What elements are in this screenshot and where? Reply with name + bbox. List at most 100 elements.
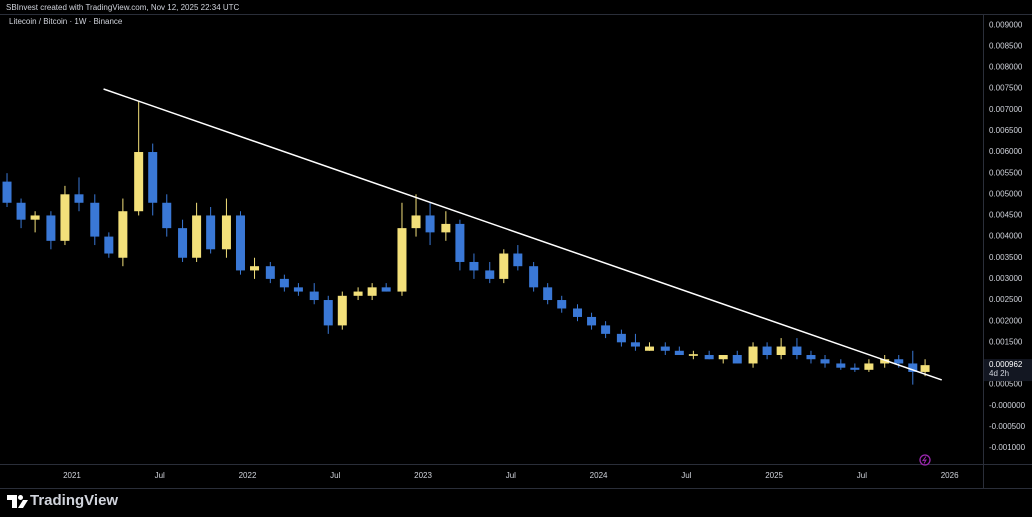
candle-body (60, 194, 70, 241)
candle-body (293, 287, 303, 292)
y-tick-label: -0.001000 (989, 443, 1026, 452)
y-tick-label: 0.007000 (989, 105, 1023, 114)
candle-body (16, 202, 26, 220)
candle-body (2, 181, 12, 203)
y-tick-label: -0.000500 (989, 422, 1026, 431)
candle-body (644, 346, 654, 351)
x-tick-label: 2021 (63, 471, 81, 480)
candle-body (908, 363, 918, 372)
candle-body (353, 291, 363, 296)
candle-body (90, 202, 100, 237)
candle-body (792, 346, 802, 356)
y-tick-label: 0.002000 (989, 316, 1023, 325)
tradingview-logo (7, 495, 28, 508)
candle-body (309, 291, 319, 301)
candle-body (74, 194, 84, 203)
candle-body (134, 152, 144, 212)
countdown: 4d 2h (989, 369, 1009, 378)
brand: TradingView (30, 492, 118, 509)
price-label: 0.000962 (989, 360, 1023, 369)
y-tick-label: 0.006000 (989, 147, 1023, 156)
candle-body (718, 355, 728, 360)
candle-body (674, 350, 684, 356)
candle-body (704, 355, 714, 360)
candle-body (557, 300, 567, 309)
candle-body (162, 202, 172, 229)
y-tick-label: -0.000000 (989, 401, 1026, 410)
candle-body (30, 215, 40, 220)
candle-body (441, 223, 451, 233)
candle-body (485, 270, 495, 279)
x-tick-label: Jul (506, 471, 516, 480)
candle-body (660, 346, 670, 351)
candle-body (864, 363, 874, 370)
candle-body (850, 367, 860, 370)
candles (2, 101, 930, 385)
candle-body (806, 355, 816, 360)
candle-body (337, 295, 347, 326)
y-tick-label: 0.006500 (989, 126, 1023, 135)
candle-body (762, 346, 772, 356)
replay-icon (919, 454, 931, 466)
credit: SBInvest created with TradingView.com, N… (6, 3, 240, 12)
candle-body (543, 287, 553, 301)
y-tick-label: 0.008500 (989, 41, 1023, 50)
candle-body (630, 342, 640, 347)
y-tick-label: 0.008000 (989, 63, 1023, 72)
candle-body (104, 236, 114, 254)
candle-body (118, 211, 128, 258)
candle-body (178, 228, 188, 258)
x-tick-label: 2025 (765, 471, 783, 480)
candle-body (776, 346, 786, 356)
y-tick-label: 0.004500 (989, 211, 1023, 220)
candle-body (587, 316, 597, 326)
x-tick-label: 2023 (414, 471, 432, 480)
candle-body (499, 253, 509, 279)
x-tick-label: Jul (857, 471, 867, 480)
candle-body (221, 215, 231, 250)
candle-body (192, 215, 202, 258)
x-tick-label: 2024 (590, 471, 608, 480)
y-tick-label: 0.000500 (989, 380, 1023, 389)
candle-body (601, 325, 611, 334)
y-tick-label: 0.002500 (989, 295, 1023, 304)
candle-body (206, 215, 216, 250)
x-tick-label: 2026 (941, 471, 959, 480)
candle-body (748, 346, 758, 364)
candle-body (323, 300, 333, 326)
candle-body (235, 215, 245, 271)
y-tick-label: 0.003500 (989, 253, 1023, 262)
y-tick-label: 0.003000 (989, 274, 1023, 283)
candle-body (381, 287, 391, 292)
x-tick-label: Jul (330, 471, 340, 480)
candle-body (265, 266, 275, 279)
y-tick-label: 0.005500 (989, 168, 1023, 177)
candle-body (367, 287, 377, 296)
candle-body (920, 365, 930, 372)
candle-body (425, 215, 435, 233)
candle-body (616, 333, 626, 343)
price-label-bg (984, 359, 1032, 382)
symbol-title: Litecoin / Bitcoin · 1W · Binance (9, 17, 123, 26)
y-tick-label: 0.004000 (989, 232, 1023, 241)
candle-body (397, 228, 407, 292)
trendline (103, 88, 942, 381)
candle-body (46, 215, 56, 241)
candle-body (411, 215, 421, 229)
candle-body (573, 308, 583, 317)
y-tick-label: 0.007500 (989, 84, 1023, 93)
candle-body (836, 363, 846, 368)
candle-body (820, 359, 830, 364)
candle-body (894, 359, 904, 364)
y-tick-label: 0.001500 (989, 337, 1023, 346)
candle-body (250, 266, 260, 271)
y-tick-label: 0.009000 (989, 20, 1023, 29)
candle-body (148, 152, 158, 203)
x-tick-label: Jul (155, 471, 165, 480)
candle-body (513, 253, 523, 267)
x-tick-label: Jul (681, 471, 691, 480)
candle-body (688, 354, 698, 356)
y-tick-label: 0.005000 (989, 189, 1023, 198)
